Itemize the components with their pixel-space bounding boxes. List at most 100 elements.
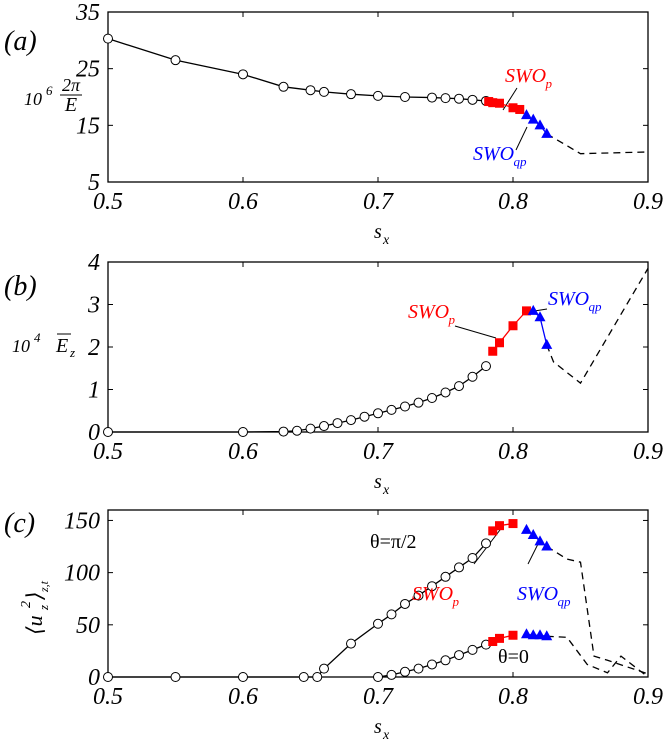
y-axis-label: ⟨u z2⟩z,t [19,580,51,635]
data-point-circle [298,672,309,682]
data-point-circle [319,663,329,674]
data-point-circle [332,418,343,429]
data-point-circle [103,33,113,44]
x-tick-label: 0.5 [93,439,123,465]
data-point-circle [467,94,478,105]
data-point-square [522,306,531,316]
data-point-circle [373,618,383,629]
annotation-label: SWO [412,583,453,605]
y-tick-label: 50 [76,613,100,639]
x-axis-label-sub: x [382,483,390,498]
data-point-circle [373,672,383,682]
y-tick-label: 100 [64,561,100,587]
data-point-circle [238,69,248,80]
data-point-circle [440,571,451,582]
series-line-0 [107,38,487,102]
data-point-circle [373,408,383,419]
y-axis-label-prefix: 10 [24,89,42,109]
data-point-square [495,521,504,531]
data-point-circle [292,425,302,436]
annotation-label: θ=π/2 [370,531,417,553]
y-tick-label: 0 [88,420,100,446]
data-point-circle [427,92,437,103]
data-point-triangle [541,338,553,349]
x-tick-label: 0.6 [228,189,258,215]
data-point-triangle [527,304,539,315]
series-line-3 [546,545,649,675]
annotation-label: SWO [505,65,546,87]
data-point-triangle [541,630,553,641]
annotation-leader [515,126,528,151]
data-point-circle [305,85,316,96]
x-tick-label: 0.5 [93,189,123,215]
annotation-label: θ=0 [498,646,529,668]
y-tick-label: 2 [88,335,100,361]
data-point-circle [359,411,370,422]
data-point-circle [440,655,451,666]
x-tick-label: 0.8 [498,439,528,465]
data-point-circle [413,397,424,408]
data-point-circle [400,598,410,609]
data-point-circle [454,93,464,104]
data-point-circle [278,81,289,92]
x-tick-label: 0.9 [633,189,663,215]
data-point-circle [278,426,289,437]
data-point-triangle [521,523,532,534]
data-point-circle [386,404,397,415]
data-point-circle [103,427,113,437]
panel-label: (a) [4,26,37,57]
data-point-triangle [521,109,532,120]
data-point-triangle [527,529,539,540]
y-axis-label-exp: 4 [34,330,41,345]
data-point-circle [170,55,181,66]
x-tick-label: 0.9 [633,439,663,465]
data-point-circle [413,663,424,674]
data-point-circle [238,672,248,682]
data-point-triangle [541,540,553,551]
data-point-circle [400,92,410,102]
y-tick-label: 35 [75,0,100,26]
annotation-leader [502,87,518,111]
y-axis-label-var: E [55,335,68,357]
y-tick-label: 3 [87,293,100,319]
y-axis-label-den: E [64,94,77,116]
x-tick-label: 0.5 [93,684,123,710]
y-axis-label-num: 2π [62,75,81,95]
data-point-square [488,346,498,356]
data-point-square [488,637,498,647]
y-tick-label: 150 [64,508,100,534]
data-point-circle [454,562,464,573]
data-point-circle [312,672,323,682]
data-point-square [508,630,518,640]
y-tick-label: 1 [88,378,100,404]
data-point-circle [319,421,329,432]
data-point-triangle [534,535,546,546]
x-tick-label: 0.7 [363,684,394,710]
data-point-square [495,338,504,348]
data-point-circle [305,423,316,434]
data-point-circle [427,659,437,670]
x-axis-label-sub: x [382,728,390,743]
x-tick-label: 0.7 [363,189,394,215]
data-point-circle [400,401,410,412]
annotation-label-sub: p [448,312,456,327]
panel-label: (c) [4,508,35,539]
data-point-circle [170,672,181,682]
annotation-label: SWO [517,583,558,605]
data-point-circle [346,415,356,426]
y-tick-label: 5 [88,170,100,196]
data-point-circle [454,650,464,661]
y-axis-label-sub: z [69,345,75,360]
x-tick-label: 0.9 [633,684,663,710]
data-point-triangle [541,127,553,138]
x-tick-label: 0.8 [498,189,528,215]
annotation-label-sub: p [545,76,553,91]
data-point-square [515,104,525,114]
y-tick-label: 0 [88,665,100,691]
data-point-circle [427,581,437,592]
data-point-circle [481,361,491,372]
annotation-leader [454,325,497,339]
data-point-square [508,519,518,529]
x-tick-label: 0.6 [228,439,258,465]
